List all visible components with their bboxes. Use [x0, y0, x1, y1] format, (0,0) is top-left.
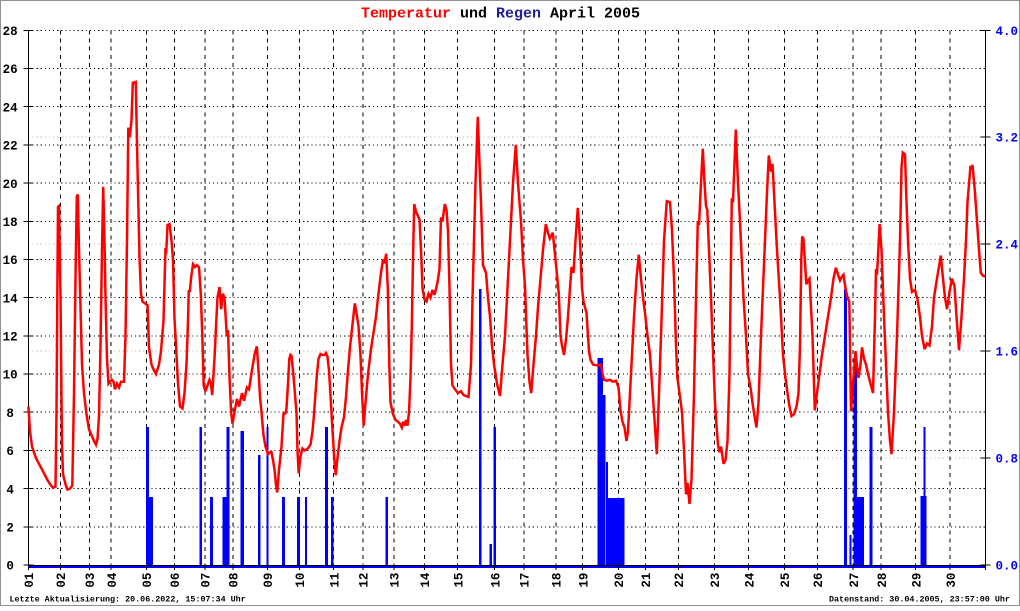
svg-text:12: 12 [358, 573, 372, 588]
svg-text:11: 11 [328, 573, 342, 588]
svg-text:09: 09 [262, 573, 276, 588]
svg-text:08: 08 [228, 573, 242, 588]
svg-text:Datenstand: 30.04.2005, 23:57:: Datenstand: 30.04.2005, 23:57:00 Uhr [829, 595, 1010, 605]
svg-text:3.2: 3.2 [996, 132, 1019, 146]
svg-text:12: 12 [3, 331, 18, 345]
svg-text:2.4: 2.4 [996, 239, 1019, 253]
svg-text:07: 07 [200, 573, 214, 588]
svg-text:06: 06 [169, 573, 183, 588]
svg-text:26: 26 [812, 573, 826, 588]
svg-text:10: 10 [3, 369, 18, 383]
svg-text:6: 6 [6, 445, 14, 459]
svg-text:14: 14 [3, 292, 19, 306]
svg-text:Temperatur und Regen April 200: Temperatur und Regen April 2005 [361, 6, 640, 23]
svg-text:23: 23 [709, 573, 723, 588]
svg-text:24: 24 [743, 572, 757, 588]
svg-text:0.8: 0.8 [996, 453, 1019, 467]
svg-text:04: 04 [106, 572, 120, 588]
svg-text:18: 18 [3, 216, 18, 230]
svg-text:2: 2 [6, 522, 14, 536]
svg-text:28: 28 [3, 25, 18, 39]
svg-text:26: 26 [3, 63, 18, 77]
svg-text:03: 03 [84, 573, 98, 588]
svg-text:0: 0 [6, 560, 14, 574]
svg-text:1.6: 1.6 [996, 346, 1019, 360]
svg-text:24: 24 [3, 101, 19, 115]
svg-text:15: 15 [452, 573, 466, 588]
svg-text:29: 29 [910, 573, 924, 588]
svg-text:20: 20 [613, 573, 627, 588]
svg-text:30: 30 [945, 573, 959, 588]
svg-text:10: 10 [294, 573, 308, 588]
svg-text:19: 19 [577, 573, 591, 588]
svg-text:25: 25 [779, 573, 793, 588]
svg-text:20: 20 [3, 178, 18, 192]
svg-text:4.0: 4.0 [996, 25, 1019, 39]
svg-text:13: 13 [388, 573, 402, 588]
svg-text:14: 14 [419, 572, 433, 588]
svg-text:4: 4 [6, 483, 14, 497]
svg-text:18: 18 [551, 573, 565, 588]
svg-text:01: 01 [23, 573, 37, 588]
svg-text:Letzte Aktualisierung: 20.06.2: Letzte Aktualisierung: 20.06.2022, 15:07… [10, 595, 246, 605]
svg-text:8: 8 [6, 407, 14, 421]
svg-text:0.0: 0.0 [996, 560, 1019, 574]
svg-text:27: 27 [848, 573, 862, 588]
svg-text:17: 17 [519, 573, 533, 588]
svg-text:16: 16 [3, 254, 18, 268]
svg-text:02: 02 [55, 573, 69, 588]
svg-text:22: 22 [3, 140, 18, 154]
svg-text:05: 05 [141, 573, 155, 588]
svg-text:22: 22 [673, 573, 687, 588]
svg-text:16: 16 [489, 573, 503, 588]
svg-text:21: 21 [640, 573, 654, 588]
svg-text:28: 28 [876, 573, 890, 588]
